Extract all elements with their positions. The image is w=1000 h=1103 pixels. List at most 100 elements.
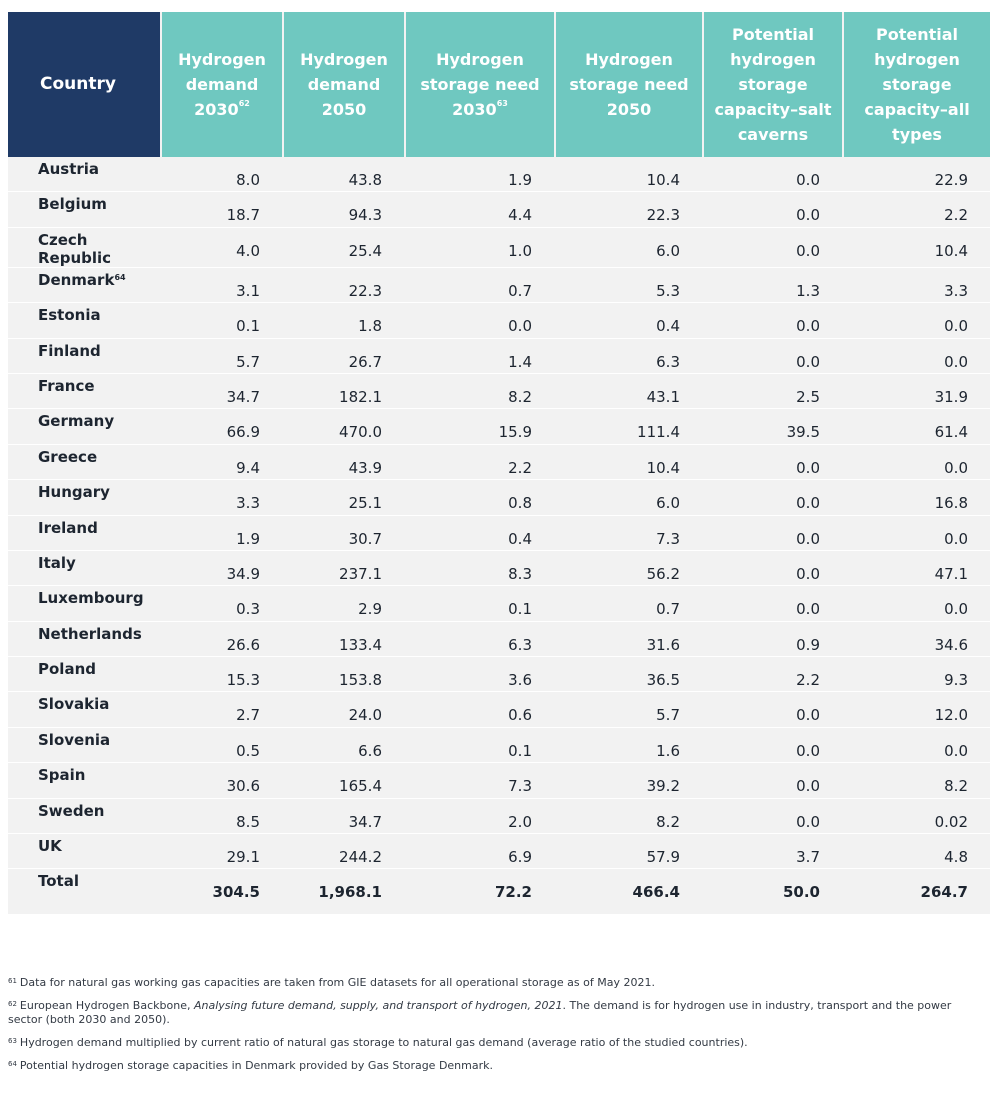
salt-caverns-cell: 0.0 [702, 339, 842, 374]
demand-2050-cell: 2.9 [282, 586, 404, 622]
storage-need-2030-cell: 3.6 [404, 657, 554, 693]
storage-need-2030-cell: 8.3 [404, 551, 554, 587]
total-demand-2030-cell: 304.5 [212, 883, 260, 902]
table-row: Slovakia 2.7 24.0 0.6 5.7 0.0 12.0 [8, 692, 990, 728]
country-name: Sweden [38, 801, 105, 820]
demand-2050-cell: 43.9 [282, 445, 404, 481]
salt-caverns-cell: 2.5 [702, 374, 842, 410]
demand-2050-cell: 1.8 [282, 303, 404, 339]
all-types-cell: 0.0 [842, 339, 990, 374]
total-demand-2050-cell: 1,968.1 [318, 883, 382, 902]
total-row: Total 304.5 1,968.1 72.2 466.4 50.0 264.7 [8, 869, 990, 903]
storage-need-2030-cell: 1.9 [404, 157, 554, 193]
country-cell: Czech Republic [8, 228, 160, 268]
table-header-row: Country Hydrogen demand 203062 Hydrogen … [8, 12, 990, 157]
salt-caverns-cell: 2.2 [702, 657, 842, 693]
storage-need-2030-cell: 8.2 [404, 374, 554, 410]
salt-caverns-cell: 39.5 [702, 409, 842, 445]
table-row: Germany 66.9 470.0 15.9 111.4 39.5 61.4 [8, 409, 990, 445]
country-name: Spain [38, 766, 86, 785]
all-types-cell: 47.1 [842, 551, 990, 587]
table-row: Spain 30.6 165.4 7.3 39.2 0.0 8.2 [8, 763, 990, 799]
all-types-cell: 2.2 [842, 192, 990, 228]
demand-2030-cell: 3.1 [160, 268, 282, 304]
country-name: Belgium [38, 195, 107, 214]
table-row: Sweden 8.5 34.7 2.0 8.2 0.0 0.02 [8, 799, 990, 835]
storage-need-2030-cell: 6.9 [404, 834, 554, 870]
demand-2030-cell: 15.3 [160, 657, 282, 693]
table-row: Estonia 0.1 1.8 0.0 0.4 0.0 0.0 [8, 303, 990, 339]
demand-2050-cell: 165.4 [282, 763, 404, 799]
country-name: Hungary [38, 483, 110, 502]
storage-need-2050-cell: 43.1 [554, 374, 702, 410]
salt-caverns-cell: 0.0 [702, 516, 842, 551]
storage-need-2050-cell: 1.6 [554, 728, 702, 764]
demand-2030-cell: 66.9 [160, 409, 282, 445]
table-row: Slovenia 0.5 6.6 0.1 1.6 0.0 0.0 [8, 728, 990, 764]
storage-need-2050-cell: 111.4 [554, 409, 702, 445]
table-row: Finland 5.7 26.7 1.4 6.3 0.0 0.0 [8, 339, 990, 374]
all-types-cell: 0.0 [842, 303, 990, 339]
demand-2030-cell: 29.1 [160, 834, 282, 870]
all-types-cell: 16.8 [842, 480, 990, 516]
table-row: Poland 15.3 153.8 3.6 36.5 2.2 9.3 [8, 657, 990, 693]
storage-need-2030-cell: 0.4 [404, 516, 554, 551]
footnote-ref-63: 63 [496, 99, 508, 108]
country-name: Denmark [38, 270, 115, 289]
country-name: Finland [38, 341, 101, 360]
country-name: Austria [38, 160, 100, 178]
all-types-cell: 34.6 [842, 622, 990, 658]
country-name: Netherlands [38, 624, 142, 643]
salt-caverns-cell: 0.0 [702, 480, 842, 516]
all-types-cell: 31.9 [842, 374, 990, 410]
salt-caverns-cell: 0.0 [702, 586, 842, 622]
total-storage-need-2030-cell: 72.2 [494, 883, 532, 902]
header-salt-caverns: Potential hydrogen storage capacity–salt… [702, 12, 842, 157]
storage-need-2030-cell: 4.4 [404, 192, 554, 228]
country-name: Greece [38, 447, 98, 466]
header-demand-2050: Hydrogen demand 2050 [282, 12, 404, 157]
country-cell: Italy [8, 551, 160, 587]
storage-need-2030-cell: 7.3 [404, 763, 554, 799]
country-name: Luxembourg [38, 589, 144, 608]
country-cell: Finland [8, 339, 160, 374]
salt-caverns-cell: 0.0 [702, 228, 842, 268]
demand-2050-cell: 24.0 [282, 692, 404, 728]
storage-need-2050-cell: 0.4 [554, 303, 702, 339]
hydrogen-storage-table: Country Hydrogen demand 203062 Hydrogen … [8, 12, 990, 904]
storage-need-2050-cell: 0.7 [554, 586, 702, 622]
table-row: UK 29.1 244.2 6.9 57.9 3.7 4.8 [8, 834, 990, 870]
all-types-cell: 0.0 [842, 516, 990, 551]
country-cell: Estonia [8, 303, 160, 339]
storage-need-2050-cell: 39.2 [554, 763, 702, 799]
storage-need-2030-cell: 0.8 [404, 480, 554, 516]
header-storage-need-2030: Hydrogen storage need 203063 [404, 12, 554, 157]
country-cell: Slovenia [8, 728, 160, 764]
demand-2030-cell: 9.4 [160, 445, 282, 481]
country-name: Estonia [38, 306, 101, 325]
storage-need-2050-cell: 10.4 [554, 157, 702, 193]
total-storage-need-2050-cell: 466.4 [632, 883, 680, 902]
salt-caverns-cell: 3.7 [702, 834, 842, 870]
hydrogen-table-container: Country Hydrogen demand 203062 Hydrogen … [8, 12, 990, 914]
storage-need-2050-cell: 31.6 [554, 622, 702, 658]
demand-2050-cell: 30.7 [282, 516, 404, 551]
demand-2050-cell: 153.8 [282, 657, 404, 693]
all-types-cell: 8.2 [842, 763, 990, 799]
storage-need-2030-cell: 1.4 [404, 339, 554, 374]
country-cell: Germany [8, 409, 160, 445]
table-row: Hungary 3.3 25.1 0.8 6.0 0.0 16.8 [8, 480, 990, 516]
storage-need-2030-cell: 1.0 [404, 228, 554, 268]
table-row: Czech Republic 4.0 25.4 1.0 6.0 0.0 10.4 [8, 228, 990, 268]
demand-2030-cell: 0.3 [160, 586, 282, 622]
storage-need-2030-cell: 15.9 [404, 409, 554, 445]
salt-caverns-cell: 0.0 [702, 551, 842, 587]
demand-2050-cell: 22.3 [282, 268, 404, 304]
storage-need-2050-cell: 57.9 [554, 834, 702, 870]
footnote-63: 63 Hydrogen demand multiplied by current … [8, 1036, 748, 1049]
country-cell: Greece [8, 445, 160, 481]
storage-need-2050-cell: 22.3 [554, 192, 702, 228]
storage-need-2050-cell: 56.2 [554, 551, 702, 587]
total-salt-caverns-cell: 50.0 [782, 883, 820, 902]
demand-2050-cell: 470.0 [282, 409, 404, 445]
